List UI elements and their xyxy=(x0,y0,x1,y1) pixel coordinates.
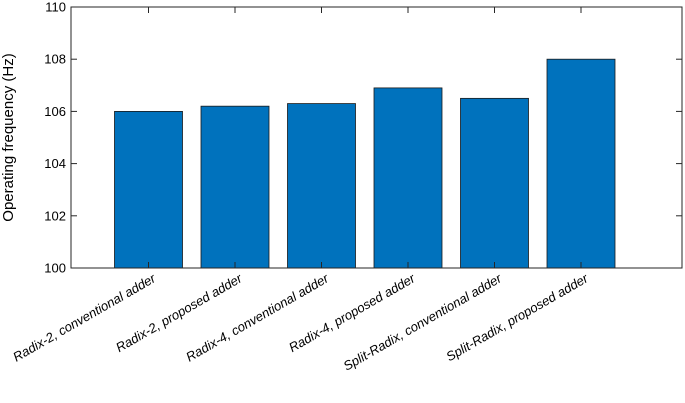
x-category-label: Split-Radix, proposed adder xyxy=(443,270,591,364)
y-tick-label: 110 xyxy=(45,0,66,15)
bar-1 xyxy=(115,111,183,268)
y-tick-label: 102 xyxy=(44,208,66,223)
bar-6 xyxy=(547,59,615,268)
y-axis-title: Operating frequency (Hz) xyxy=(0,53,17,221)
y-tick-label: 108 xyxy=(44,52,66,67)
y-tick-label: 106 xyxy=(44,104,66,119)
bar-3 xyxy=(288,104,356,268)
y-tick-labels: 100 102 104 106 108 110 xyxy=(44,0,66,276)
bar-5 xyxy=(461,98,529,268)
y-tick-label: 100 xyxy=(44,261,66,276)
x-category-label: Radix-4, conventional adder xyxy=(183,270,331,364)
bars-layer xyxy=(115,59,616,268)
x-category-label: Split-Radix, conventional adder xyxy=(341,270,505,373)
x-category-label: Radix-2, conventional adder xyxy=(10,270,158,364)
y-tick-label: 104 xyxy=(44,156,66,171)
bar-4 xyxy=(374,88,442,268)
bar-2 xyxy=(201,106,269,268)
